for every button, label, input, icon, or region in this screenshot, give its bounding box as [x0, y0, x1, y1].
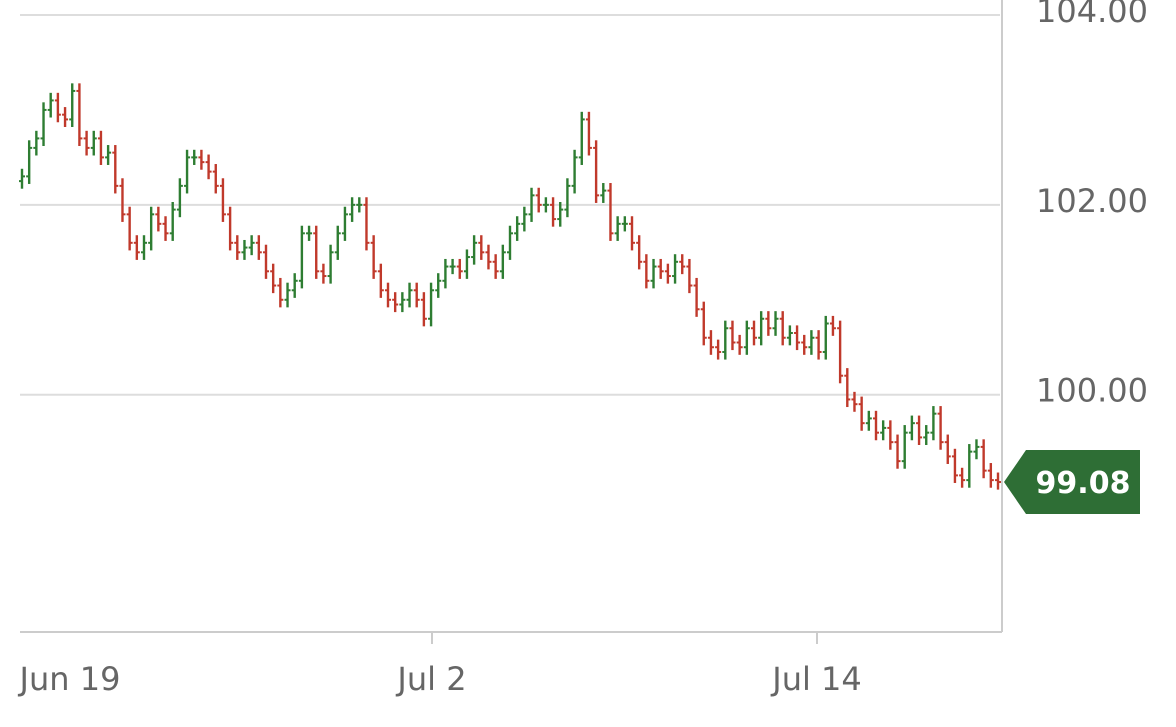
- x-tick-label: Jun 19: [18, 660, 121, 698]
- price-tag-shape: [1004, 450, 1140, 515]
- grid-lines: [20, 14, 1000, 396]
- y-tick-label: 102.00: [1036, 182, 1148, 220]
- y-tick-label: 100.00: [1036, 372, 1148, 410]
- y-tick-label: 104.00: [1036, 0, 1148, 30]
- x-axis-ticks: Jun 19 Jul 2 Jul 14: [18, 632, 862, 698]
- current-price-label: 99.08: [1036, 466, 1131, 501]
- y-axis-ticks: 100.00 102.00 104.00: [1036, 0, 1148, 410]
- axes: [20, 0, 1003, 633]
- current-price-tag: 99.08: [1004, 450, 1140, 515]
- x-tick-label: Jul 2: [395, 660, 466, 698]
- x-tick-label: Jul 14: [770, 660, 862, 698]
- ohlc-series: [19, 83, 1001, 490]
